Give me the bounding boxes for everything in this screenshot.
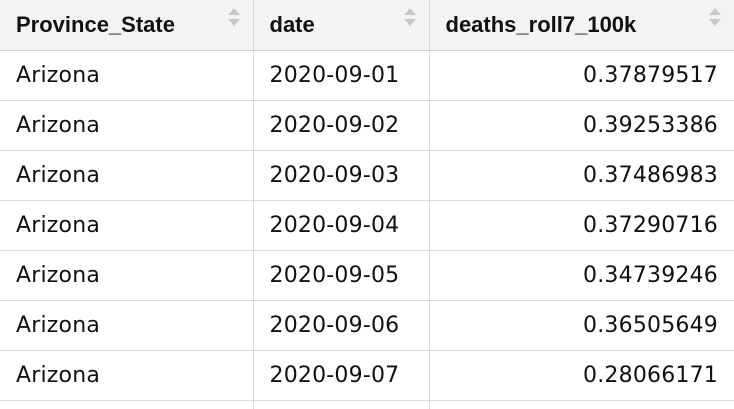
- cell-date: 2020-09-01: [253, 50, 430, 101]
- cell-deaths-roll7-100k: 0.34739246: [429, 250, 734, 301]
- cell-deaths-roll7-100k: 0.37486983: [429, 150, 734, 201]
- cell-province-state: Arizona: [0, 150, 254, 201]
- column-header-date[interactable]: date: [253, 0, 430, 51]
- cell-date: 2020-09-06: [253, 300, 430, 351]
- cell-date: 2020-09-04: [253, 200, 430, 251]
- cell-empty: [0, 400, 254, 409]
- cell-deaths-roll7-100k: 0.36505649: [429, 300, 734, 351]
- cell-empty: [429, 401, 734, 409]
- sort-arrows-icon[interactable]: [403, 8, 417, 28]
- cell-deaths-roll7-100k: 0.28066171: [429, 350, 734, 401]
- cell-province-state: Arizona: [0, 350, 254, 401]
- column-header-deaths-roll7-100k[interactable]: deaths_roll7_100k: [429, 0, 734, 51]
- cell-deaths-roll7-100k: 0.37290716: [429, 200, 734, 251]
- sort-arrows-icon[interactable]: [227, 8, 241, 28]
- header-row: Province_State date deaths_roll7_100k: [0, 0, 734, 51]
- column-header-label: date: [269, 12, 315, 37]
- sort-arrows-icon[interactable]: [708, 8, 722, 28]
- cell-province-state: Arizona: [0, 100, 254, 151]
- cell-date: 2020-09-05: [253, 250, 430, 301]
- column-header-province-state[interactable]: Province_State: [0, 0, 254, 51]
- column-header-label: Province_State: [16, 12, 175, 37]
- cell-province-state: Arizona: [0, 200, 254, 251]
- cell-empty: [253, 400, 430, 409]
- table-row: Arizona 2020-09-01 0.37879517: [0, 50, 734, 101]
- table-row: Arizona 2020-09-07 0.28066171: [0, 350, 734, 401]
- table-row: Arizona 2020-09-05 0.34739246: [0, 250, 734, 301]
- column-header-label: deaths_roll7_100k: [445, 12, 637, 37]
- table-row-partial: [0, 400, 734, 409]
- table-row: Arizona 2020-09-03 0.37486983: [0, 150, 734, 201]
- cell-date: 2020-09-07: [253, 350, 430, 401]
- cell-date: 2020-09-03: [253, 150, 430, 201]
- cell-province-state: Arizona: [0, 50, 254, 101]
- cell-province-state: Arizona: [0, 250, 254, 301]
- table-row: Arizona 2020-09-02 0.39253386: [0, 100, 734, 151]
- cell-deaths-roll7-100k: 0.39253386: [429, 100, 734, 151]
- cell-date: 2020-09-02: [253, 100, 430, 151]
- table-row: Arizona 2020-09-04 0.37290716: [0, 200, 734, 251]
- cell-deaths-roll7-100k: 0.37879517: [429, 50, 734, 101]
- table-body: Arizona 2020-09-01 0.37879517 Arizona 20…: [0, 50, 734, 409]
- cell-province-state: Arizona: [0, 300, 254, 351]
- table-row: Arizona 2020-09-06 0.36505649: [0, 300, 734, 351]
- table-header: Province_State date deaths_roll7_100k: [0, 0, 734, 51]
